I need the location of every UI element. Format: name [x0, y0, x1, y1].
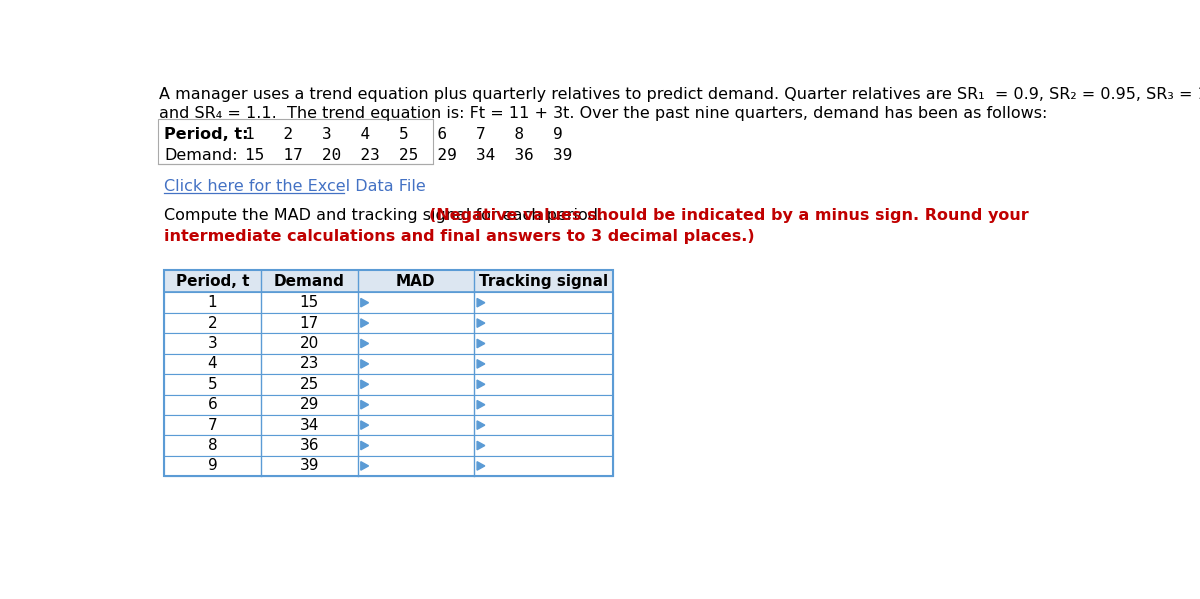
- Text: 3: 3: [208, 336, 217, 351]
- Text: 23: 23: [300, 356, 319, 371]
- Bar: [164, 270, 613, 292]
- Text: 1: 1: [208, 295, 217, 310]
- Text: 1   2   3   4   5   6   7   8   9: 1 2 3 4 5 6 7 8 9: [245, 126, 562, 141]
- Text: Click here for the Excel Data File: Click here for the Excel Data File: [164, 179, 426, 194]
- Text: Period, t:: Period, t:: [164, 126, 248, 141]
- Polygon shape: [478, 359, 485, 368]
- Polygon shape: [478, 421, 485, 429]
- Text: 8: 8: [208, 438, 217, 453]
- Text: 9: 9: [208, 458, 217, 473]
- Polygon shape: [361, 298, 368, 307]
- Bar: [164, 456, 613, 476]
- Bar: [164, 395, 613, 415]
- Bar: [164, 353, 613, 374]
- Text: and SR₄ = 1.1.  The trend equation is: Ft = 11 + 3t. Over the past nine quarters: and SR₄ = 1.1. The trend equation is: Ft…: [160, 106, 1048, 121]
- Text: intermediate calculations and final answers to 3 decimal places.): intermediate calculations and final answ…: [164, 229, 755, 244]
- Polygon shape: [361, 401, 368, 409]
- Text: 7: 7: [208, 418, 217, 432]
- Text: Demand:: Demand:: [164, 148, 238, 163]
- Text: Period, t: Period, t: [175, 274, 250, 289]
- Text: 39: 39: [300, 458, 319, 473]
- Polygon shape: [361, 319, 368, 327]
- Text: 20: 20: [300, 336, 319, 351]
- Text: 2: 2: [208, 316, 217, 331]
- Polygon shape: [478, 462, 485, 470]
- Text: 34: 34: [300, 418, 319, 432]
- Text: 15: 15: [300, 295, 319, 310]
- Text: 25: 25: [300, 377, 319, 392]
- Polygon shape: [361, 441, 368, 450]
- Text: 4: 4: [208, 356, 217, 371]
- Polygon shape: [478, 380, 485, 389]
- Text: 36: 36: [300, 438, 319, 453]
- Text: 6: 6: [208, 397, 217, 412]
- Polygon shape: [361, 380, 368, 389]
- Text: Demand: Demand: [274, 274, 344, 289]
- Text: Tracking signal: Tracking signal: [479, 274, 608, 289]
- Bar: [164, 292, 613, 313]
- Text: A manager uses a trend equation plus quarterly relatives to predict demand. Quar: A manager uses a trend equation plus qua…: [160, 86, 1200, 101]
- Bar: [157, 119, 433, 164]
- Polygon shape: [361, 339, 368, 348]
- Text: Compute the MAD and tracking signal for each period.: Compute the MAD and tracking signal for …: [164, 208, 608, 223]
- Text: 15  17  20  23  25  29  34  36  39: 15 17 20 23 25 29 34 36 39: [245, 148, 571, 163]
- Text: 17: 17: [300, 316, 319, 331]
- Polygon shape: [478, 401, 485, 409]
- Bar: [164, 374, 613, 395]
- Polygon shape: [361, 359, 368, 368]
- Polygon shape: [478, 298, 485, 307]
- Bar: [164, 415, 613, 435]
- Polygon shape: [361, 421, 368, 429]
- Bar: [164, 270, 613, 476]
- Text: 5: 5: [208, 377, 217, 392]
- Bar: [164, 435, 613, 456]
- Bar: [164, 333, 613, 353]
- Polygon shape: [478, 339, 485, 348]
- Text: MAD: MAD: [396, 274, 436, 289]
- Polygon shape: [478, 441, 485, 450]
- Text: 29: 29: [300, 397, 319, 412]
- Polygon shape: [361, 462, 368, 470]
- Polygon shape: [478, 319, 485, 327]
- Bar: [164, 313, 613, 333]
- Text: (Negative values should be indicated by a minus sign. Round your: (Negative values should be indicated by …: [430, 208, 1028, 223]
